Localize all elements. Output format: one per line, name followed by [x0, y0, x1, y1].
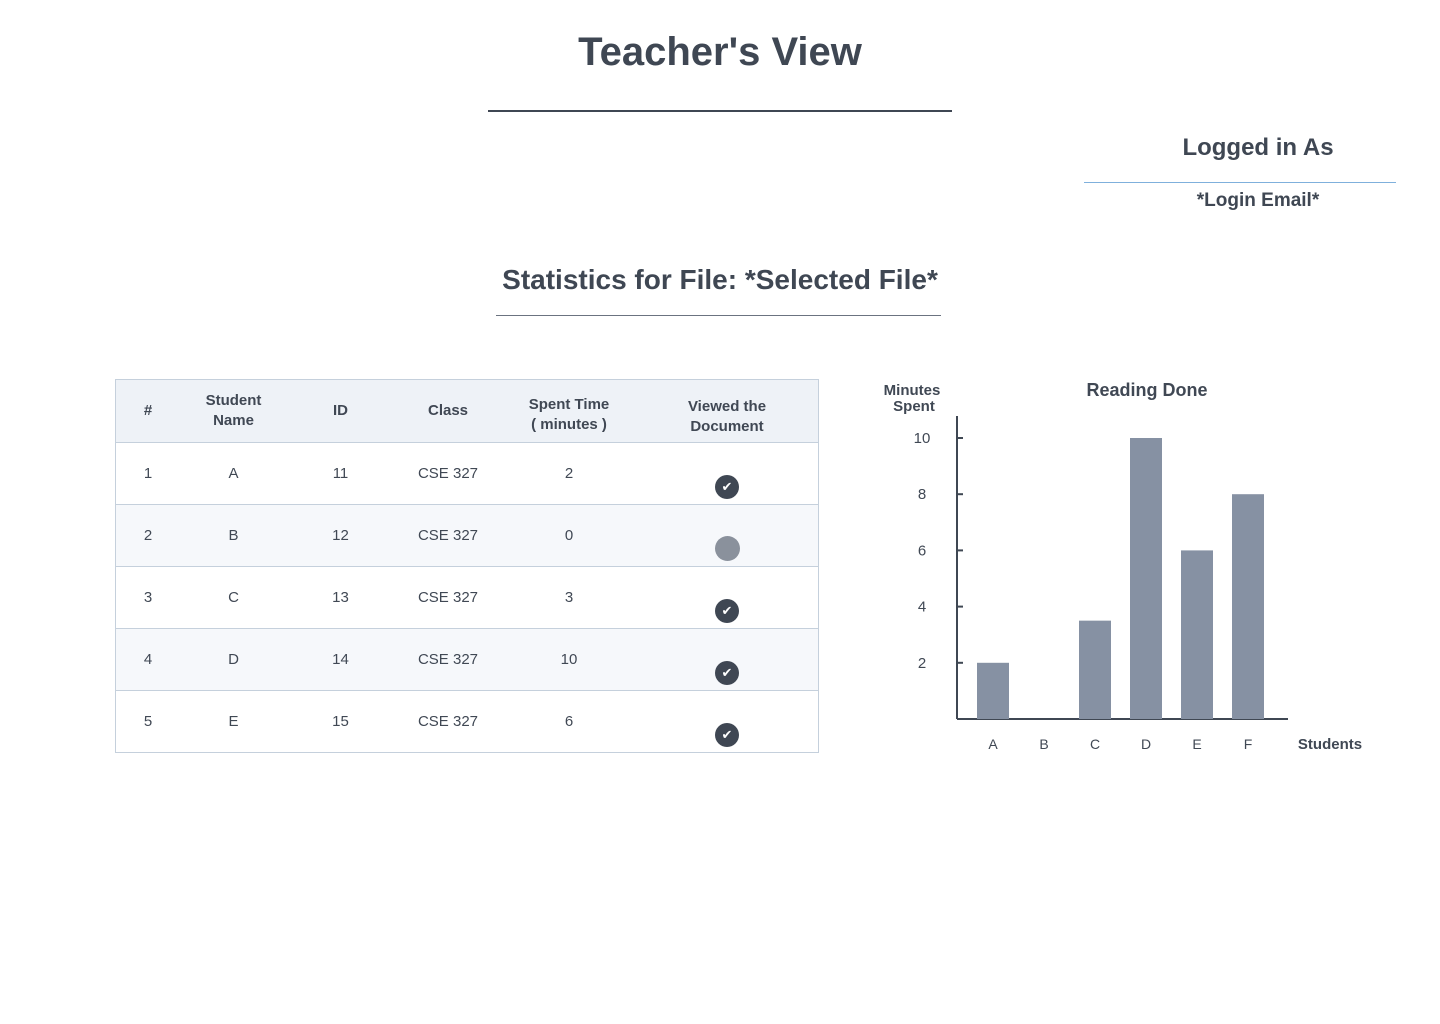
column-header-line: Student: [205, 392, 262, 409]
class-name-cell: CSE 327: [417, 713, 479, 730]
row-number-cell: 4: [143, 651, 153, 668]
table-row[interactable]: 5 E 15 CSE 327 6 ✔: [116, 691, 818, 752]
y-tick-label: 8: [918, 486, 926, 503]
class-name-cell: CSE 327: [417, 465, 479, 482]
x-tick-label: F: [1244, 736, 1253, 752]
viewed-cell: ✔: [636, 697, 818, 747]
y-axis-label: Minutes: [884, 382, 941, 399]
column-header-line: #: [143, 402, 153, 419]
student-name-cell: E: [228, 713, 239, 730]
chart-title: Reading Done: [1086, 380, 1207, 400]
x-tick-label: C: [1090, 736, 1100, 752]
student-id-cell: 13: [332, 589, 349, 606]
y-axis-label: Spent: [893, 398, 935, 415]
x-tick-label: D: [1141, 736, 1151, 752]
column-header-viewed: Viewed the Document: [636, 385, 818, 437]
student-id-cell: 12: [332, 527, 349, 544]
check-circle-icon: ✔: [715, 660, 739, 685]
x-axis-label: Students: [1298, 736, 1362, 753]
viewed-cell: ✔: [636, 573, 818, 623]
x-tick-label: B: [1039, 736, 1048, 752]
column-header-line: Name: [213, 412, 254, 429]
bar-C: [1079, 620, 1111, 719]
column-header-line: Spent Time: [528, 396, 610, 413]
check-circle-icon: ✔: [715, 722, 739, 747]
page-title: Teacher's View: [578, 30, 862, 74]
student-name-cell: B: [228, 527, 239, 544]
student-name-cell: A: [228, 465, 239, 482]
table-body: 1 A 11 CSE 327 2 ✔ 2 B 12 CSE 327 0 3 C 13 CSE 327 3 ✔ 4 D…: [116, 443, 818, 752]
student-id-cell: 14: [332, 651, 349, 668]
spent-time-cell: 6: [564, 713, 574, 730]
stats-heading: Statistics for File: *Selected File*: [502, 264, 938, 295]
table-row[interactable]: 2 B 12 CSE 327 0: [116, 505, 818, 567]
login-email: *Login Email*: [1196, 190, 1320, 211]
column-header-line: ID: [333, 402, 348, 419]
column-header-student-name: Student Name: [180, 391, 287, 431]
login-heading: Logged in As: [1182, 134, 1334, 161]
student-id-cell: 15: [332, 713, 349, 730]
row-number-cell: 2: [143, 527, 153, 544]
table-row[interactable]: 3 C 13 CSE 327 3 ✔: [116, 567, 818, 629]
spent-time-cell: 0: [564, 527, 574, 544]
spent-time-cell: 2: [564, 465, 574, 482]
bar-F: [1232, 494, 1264, 719]
column-header-spent-time: Spent Time ( minutes ): [502, 387, 636, 435]
row-number-cell: 5: [143, 713, 153, 730]
bar-A: [977, 662, 1009, 719]
column-header-number: #: [116, 401, 180, 421]
column-header-line: ( minutes ): [531, 416, 607, 433]
table-row[interactable]: 1 A 11 CSE 327 2 ✔: [116, 443, 818, 505]
y-tick-label: 6: [918, 542, 926, 559]
class-name-cell: CSE 327: [417, 651, 479, 668]
x-tick-label: A: [988, 736, 998, 752]
check-circle-icon: ✔: [715, 598, 739, 623]
check-circle-icon: ✔: [715, 474, 739, 499]
column-header-line: Document: [690, 418, 764, 435]
viewed-cell: ✔: [636, 635, 818, 685]
stats-divider: [496, 315, 941, 316]
login-divider: [1084, 182, 1396, 183]
spent-time-cell: 10: [560, 651, 578, 668]
column-header-line: Class: [427, 402, 469, 419]
x-tick-label: E: [1192, 736, 1201, 752]
column-header-line: Viewed the: [687, 398, 767, 415]
table-row[interactable]: 4 D 14 CSE 327 10 ✔: [116, 629, 818, 691]
student-name-cell: C: [228, 589, 239, 606]
student-id-cell: 11: [332, 465, 349, 482]
y-tick-label: 10: [914, 430, 931, 447]
y-tick-label: 2: [918, 655, 926, 672]
table-header: # Student Name ID Class Spent Time ( min…: [116, 380, 818, 443]
class-name-cell: CSE 327: [417, 589, 479, 606]
viewed-cell: [636, 510, 818, 561]
column-header-id: ID: [287, 401, 394, 421]
column-header-class: Class: [394, 401, 502, 421]
statistics-table: # Student Name ID Class Spent Time ( min…: [115, 379, 819, 753]
bar-E: [1181, 550, 1213, 719]
class-name-cell: CSE 327: [417, 527, 479, 544]
y-tick-label: 4: [918, 599, 926, 616]
bar-D: [1130, 438, 1162, 719]
pending-circle-icon: [714, 536, 740, 561]
row-number-cell: 1: [143, 465, 153, 482]
viewed-cell: ✔: [636, 449, 818, 499]
title-divider: [488, 110, 952, 112]
student-name-cell: D: [228, 651, 239, 668]
row-number-cell: 3: [143, 589, 153, 606]
spent-time-cell: 3: [564, 589, 574, 606]
